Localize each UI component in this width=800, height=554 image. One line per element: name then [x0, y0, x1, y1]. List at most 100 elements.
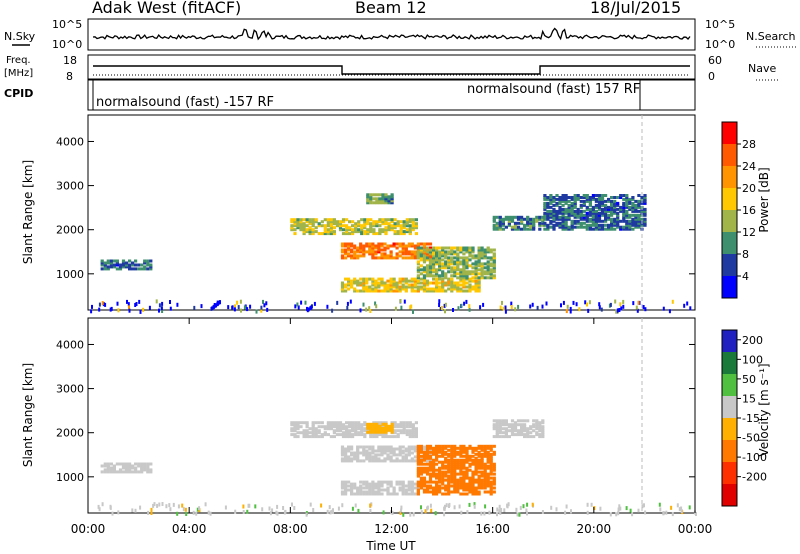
data-cell: [362, 459, 366, 463]
data-cell: [438, 281, 442, 285]
data-cell: [538, 427, 542, 431]
data-cell: [594, 194, 598, 197]
data-cell: [395, 453, 399, 457]
data-cell: [377, 492, 381, 496]
data-cell: [459, 256, 463, 260]
data-cell: [507, 217, 511, 221]
data-cell: [396, 232, 400, 236]
data-cell: [453, 270, 457, 274]
data-cell: [121, 466, 126, 470]
colorbar-tick-label: -15: [742, 412, 760, 425]
data-cell: [369, 197, 373, 201]
data-cell: [377, 449, 381, 453]
data-cell: [549, 194, 553, 197]
data-cell: [380, 242, 384, 246]
noise-cell: [399, 299, 402, 304]
data-cell: [392, 451, 396, 455]
data-cell: [350, 250, 354, 254]
data-cell: [625, 211, 629, 215]
data-cell: [146, 267, 150, 271]
data-cell: [377, 484, 381, 488]
data-cell: [597, 219, 602, 223]
data-cell: [356, 281, 360, 285]
noise-cell: [391, 510, 394, 515]
data-cell: [371, 256, 375, 260]
data-cell: [643, 213, 647, 217]
data-cell: [348, 226, 352, 230]
data-cell: [567, 209, 571, 213]
noise-cell: [172, 502, 175, 507]
data-cell: [462, 281, 466, 285]
data-cell: [643, 219, 647, 223]
data-cell: [453, 464, 457, 468]
data-cell: [535, 427, 539, 431]
data-cell: [501, 223, 505, 227]
data-band: [340, 480, 420, 496]
data-cell: [377, 281, 381, 285]
data-cell: [389, 256, 393, 260]
data-cell: [591, 196, 595, 199]
data-cell: [498, 223, 502, 227]
data-cell: [444, 478, 448, 482]
data-cell: [486, 250, 490, 254]
colorbar-segment: [722, 396, 737, 419]
data-cell: [597, 197, 602, 201]
data-cell: [477, 476, 481, 480]
data-cell: [398, 459, 402, 463]
noise-cell: [198, 506, 201, 511]
data-cell: [422, 276, 427, 280]
data-cell: [340, 482, 345, 486]
data-band: [543, 194, 647, 231]
data-cell: [622, 227, 626, 231]
noise-cell: [484, 504, 487, 509]
data-cell: [631, 219, 635, 223]
nave-tick-top: 60: [708, 54, 722, 67]
data-cell: [432, 246, 436, 250]
noise-cell: [193, 305, 196, 310]
data-cell: [347, 445, 351, 449]
noise-cell: [400, 305, 403, 310]
noise-cell: [185, 512, 188, 516]
data-cell: [549, 211, 553, 215]
data-cell: [419, 486, 423, 490]
data-cell: [425, 456, 430, 460]
data-cell: [422, 287, 427, 291]
data-cell: [558, 196, 562, 199]
data-cell: [305, 218, 309, 222]
data-cell: [380, 445, 384, 449]
data-cell: [387, 218, 391, 222]
data-cell: [456, 466, 460, 470]
data-cell: [344, 283, 348, 287]
data-cell: [311, 423, 315, 427]
data-cell: [374, 289, 378, 293]
data-cell: [407, 492, 411, 496]
noise-cell: [515, 507, 518, 512]
data-cell: [538, 227, 542, 231]
data-cell: [425, 250, 430, 254]
data-cell: [477, 444, 481, 448]
data-cell: [607, 215, 611, 219]
data-cell: [416, 248, 420, 252]
data-cell: [323, 230, 327, 234]
data-cell: [128, 267, 132, 271]
data-cell: [305, 421, 309, 425]
data-cell: [422, 248, 427, 252]
data-cell: [474, 289, 478, 293]
data-cell: [416, 276, 420, 280]
data-cell: [453, 484, 457, 488]
data-cell: [131, 261, 135, 265]
data-cell: [425, 270, 430, 274]
data-cell: [109, 466, 113, 470]
noise-cell: [457, 306, 460, 311]
data-cell: [398, 451, 402, 455]
data-cell: [504, 427, 508, 431]
data-cell: [344, 447, 348, 451]
noise-cell: [142, 307, 145, 312]
data-cell: [366, 220, 370, 224]
data-cell: [121, 462, 126, 466]
data-cell: [631, 196, 635, 199]
data-cell: [410, 287, 414, 291]
data-cell: [489, 274, 493, 278]
data-cell: [564, 221, 568, 225]
noise-cell: [519, 505, 522, 510]
